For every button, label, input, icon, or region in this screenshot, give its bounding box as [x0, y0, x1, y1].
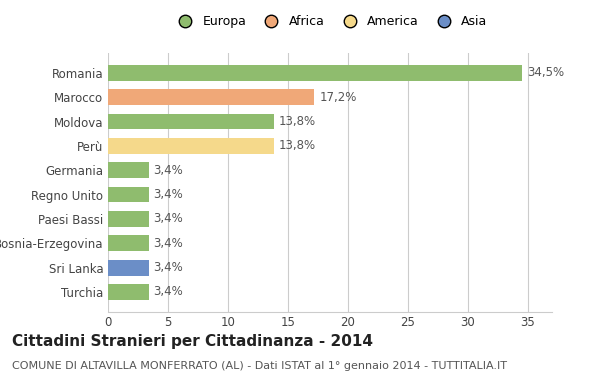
- Text: 3,4%: 3,4%: [154, 261, 184, 274]
- Text: Cittadini Stranieri per Cittadinanza - 2014: Cittadini Stranieri per Cittadinanza - 2…: [12, 334, 373, 349]
- Bar: [108, 235, 149, 251]
- Text: 3,4%: 3,4%: [154, 237, 184, 250]
- Text: 3,4%: 3,4%: [154, 164, 184, 177]
- Bar: [108, 211, 149, 227]
- Bar: [108, 89, 314, 105]
- Text: COMUNE DI ALTAVILLA MONFERRATO (AL) - Dati ISTAT al 1° gennaio 2014 - TUTTITALIA: COMUNE DI ALTAVILLA MONFERRATO (AL) - Da…: [12, 361, 507, 371]
- Bar: [108, 284, 149, 300]
- Text: 34,5%: 34,5%: [527, 66, 564, 79]
- Text: 17,2%: 17,2%: [319, 91, 356, 104]
- Bar: [108, 260, 149, 276]
- Legend: Europa, Africa, America, Asia: Europa, Africa, America, Asia: [170, 13, 490, 31]
- Text: 3,4%: 3,4%: [154, 188, 184, 201]
- Bar: [108, 138, 274, 154]
- Text: 3,4%: 3,4%: [154, 212, 184, 225]
- Text: 3,4%: 3,4%: [154, 285, 184, 298]
- Text: 13,8%: 13,8%: [278, 139, 316, 152]
- Bar: [108, 187, 149, 203]
- Text: 13,8%: 13,8%: [278, 115, 316, 128]
- Bar: [108, 162, 149, 178]
- Bar: [108, 114, 274, 130]
- Bar: [108, 65, 522, 81]
